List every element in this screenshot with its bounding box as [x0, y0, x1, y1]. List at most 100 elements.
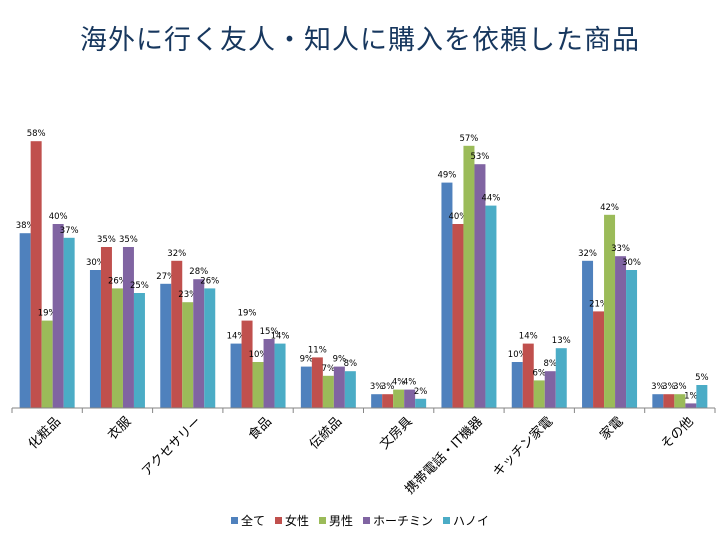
bar	[300, 366, 312, 408]
bar	[230, 343, 242, 408]
data-label: 10%	[249, 350, 268, 360]
bar	[263, 339, 275, 408]
data-label: 57%	[459, 134, 478, 144]
data-label: 53%	[470, 152, 489, 162]
bar	[593, 311, 605, 408]
bar	[322, 375, 334, 408]
bar	[63, 237, 75, 408]
data-label: 3%	[370, 382, 384, 392]
bar	[204, 288, 216, 408]
data-label: 35%	[119, 235, 138, 245]
legend-label-male: 男性	[328, 514, 353, 528]
data-label: 21%	[589, 299, 608, 309]
data-label: 40%	[448, 212, 467, 222]
x-tick-label: 化粧品	[26, 414, 64, 452]
bar	[241, 320, 253, 408]
bar	[415, 398, 427, 408]
legend-swatch-male	[318, 517, 326, 524]
bar	[382, 394, 394, 408]
bar	[52, 224, 64, 408]
data-label: 49%	[437, 171, 456, 181]
data-label: 8%	[544, 359, 558, 369]
bar	[674, 394, 686, 408]
data-label: 3%	[381, 382, 395, 392]
data-label: 27%	[156, 272, 175, 282]
data-label: 9%	[300, 355, 314, 365]
x-tick-label: キッチン家電	[490, 414, 556, 480]
data-label: 5%	[695, 373, 709, 383]
bar	[544, 371, 556, 408]
bar	[485, 205, 497, 408]
data-label: 37%	[60, 226, 79, 236]
legend-item-female: 女性	[274, 512, 309, 529]
bar	[626, 270, 638, 408]
data-label: 10%	[508, 350, 527, 360]
bar	[171, 260, 183, 408]
data-label: 44%	[481, 194, 500, 204]
x-tick-label: 文房具	[377, 414, 416, 453]
bar	[111, 288, 123, 408]
x-tick-label: その他	[658, 414, 696, 452]
legend-swatch-all	[230, 517, 238, 524]
x-tick-label: 食品	[245, 414, 275, 444]
data-label: 9%	[333, 355, 347, 365]
data-label: 6%	[533, 368, 547, 378]
bar	[252, 362, 264, 408]
data-label: 4%	[403, 378, 417, 388]
data-label: 30%	[622, 258, 641, 268]
bar	[474, 164, 486, 408]
bar	[160, 283, 172, 408]
data-label: 3%	[673, 382, 687, 392]
chart-legend: 全て 女性 男性 ホーチミン ハノイ	[0, 512, 720, 529]
data-label: 23%	[178, 290, 197, 300]
bar	[511, 362, 523, 408]
data-label: 7%	[322, 364, 336, 374]
bar	[522, 343, 534, 408]
bar	[182, 302, 194, 408]
bar	[133, 293, 145, 408]
bar	[696, 385, 708, 408]
bar	[333, 366, 345, 408]
data-label: 8%	[344, 359, 358, 369]
legend-item-male: 男性	[318, 512, 353, 529]
x-tick-label: 伝統品	[307, 414, 345, 452]
bar	[274, 343, 286, 408]
bar	[652, 394, 664, 408]
data-label: 26%	[108, 276, 127, 286]
data-label: 1%	[684, 391, 698, 401]
data-label: 32%	[578, 249, 597, 259]
legend-label-all: 全て	[240, 514, 265, 528]
x-tick-label: 家電	[597, 414, 627, 444]
legend-swatch-female	[274, 517, 282, 524]
bar	[344, 371, 356, 408]
bar	[463, 145, 475, 409]
bar	[615, 256, 627, 408]
data-label: 13%	[552, 336, 571, 346]
data-label: 30%	[86, 258, 105, 268]
data-label: 28%	[189, 267, 208, 277]
data-label: 32%	[167, 249, 186, 259]
bar	[30, 141, 42, 408]
data-label: 38%	[16, 221, 35, 231]
x-tick-label: アクセサリー	[139, 414, 204, 479]
bar	[404, 389, 416, 408]
data-label: 4%	[392, 378, 406, 388]
bar	[393, 389, 405, 408]
data-label: 35%	[97, 235, 116, 245]
bar	[89, 270, 101, 408]
legend-item-hochiminh: ホーチミン	[363, 512, 433, 529]
data-label: 42%	[600, 203, 619, 213]
data-label: 19%	[238, 309, 257, 319]
bar	[41, 320, 53, 408]
bar	[122, 247, 134, 408]
bar	[452, 224, 464, 408]
page-title: 海外に行く友人・知人に購入を依頼した商品	[80, 25, 640, 56]
x-tick-label: 衣服	[105, 414, 135, 444]
bar	[311, 357, 323, 408]
legend-label-hochiminh: ホーチミン	[373, 514, 434, 528]
data-label: 19%	[38, 309, 57, 319]
data-label: 25%	[130, 281, 149, 291]
data-label: 3%	[662, 382, 676, 392]
legend-swatch-hanoi	[443, 517, 451, 524]
bar	[582, 260, 594, 408]
